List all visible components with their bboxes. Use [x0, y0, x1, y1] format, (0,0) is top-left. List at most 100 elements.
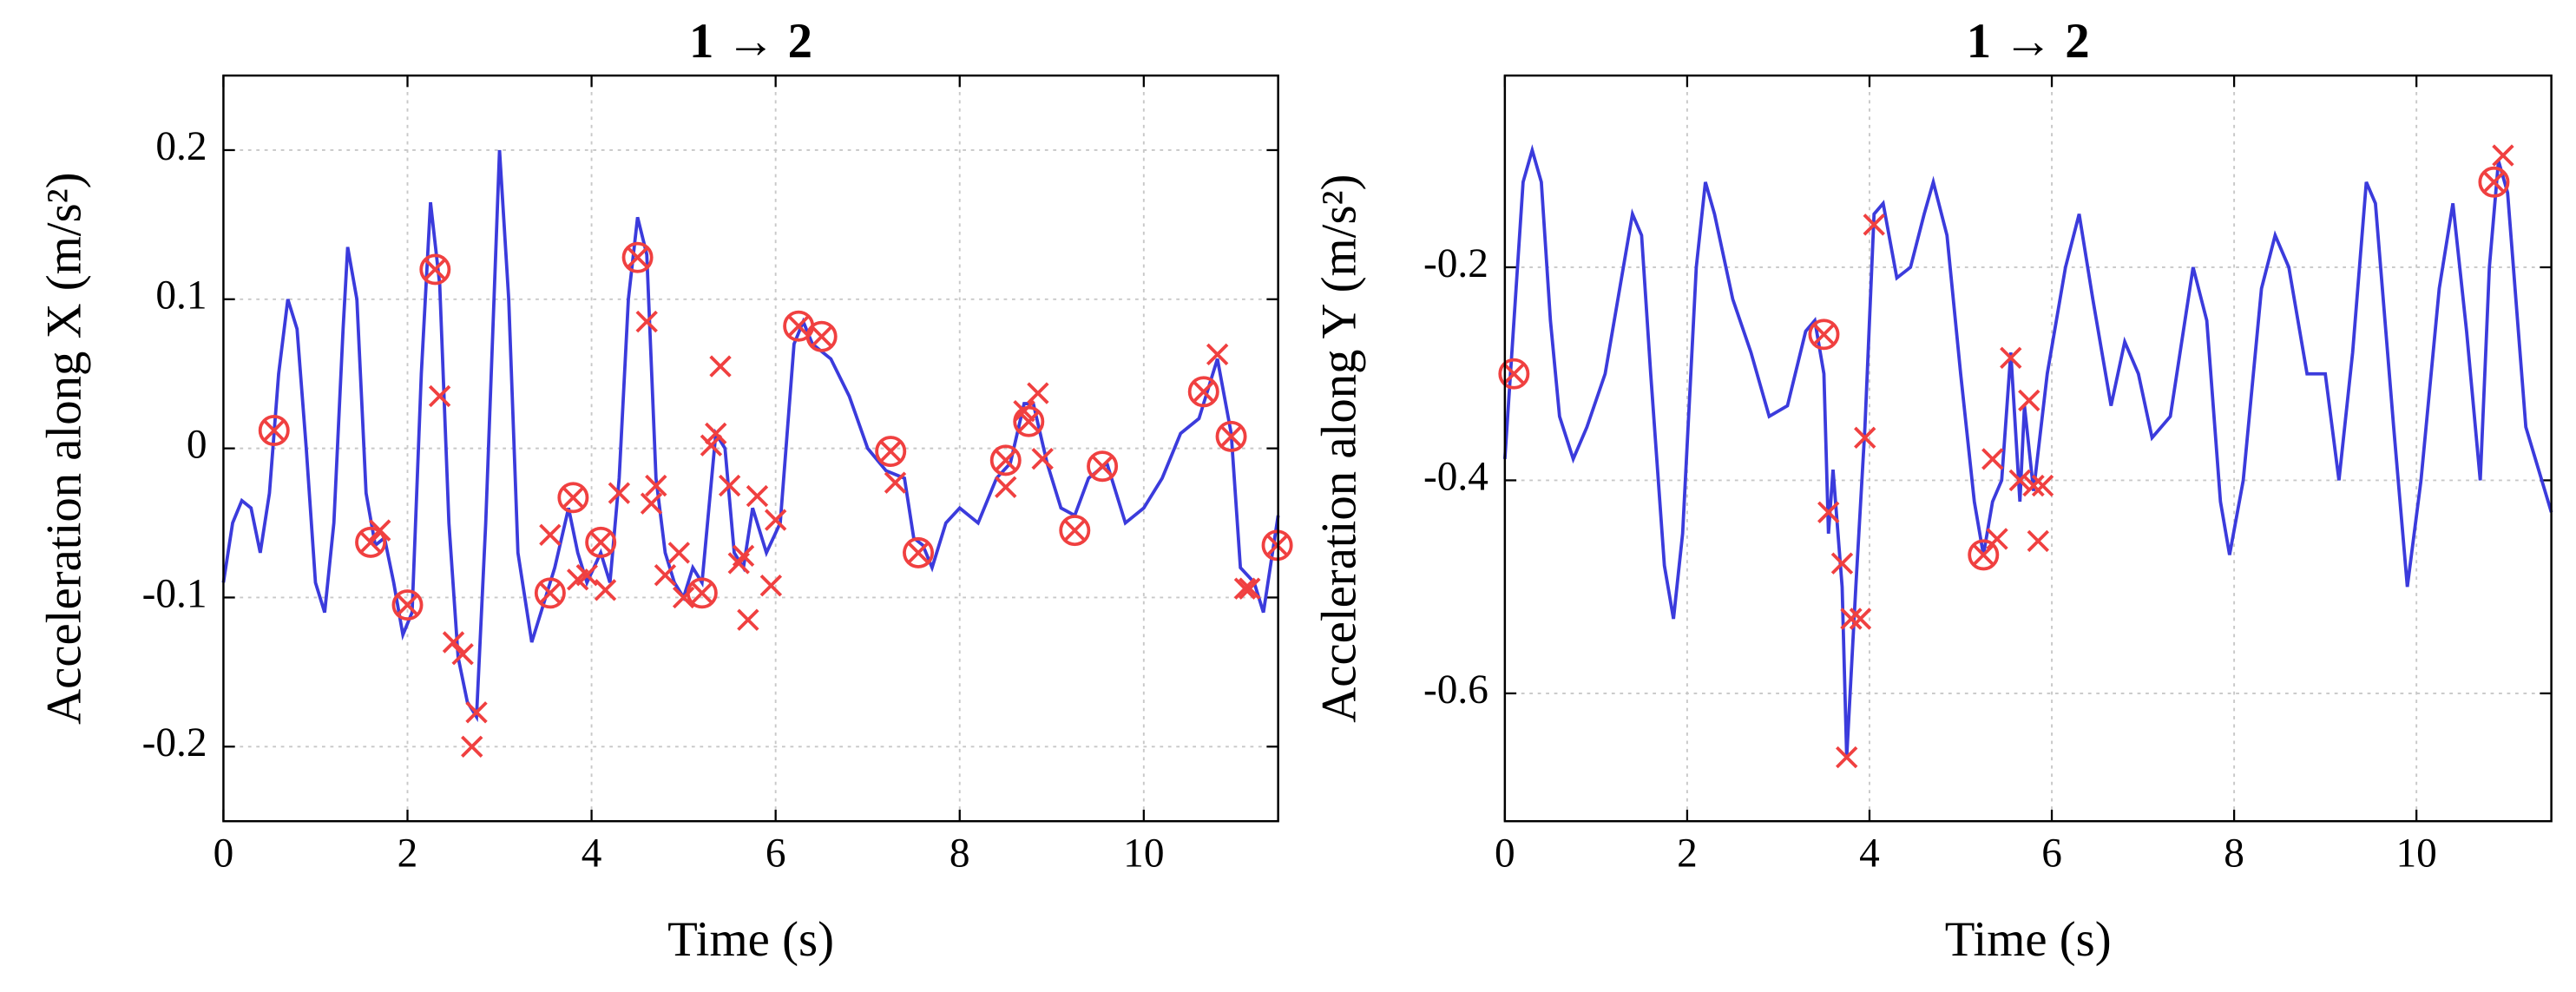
x-marker — [1849, 608, 1872, 630]
y-axis-label: Acceleration along Y (m/s²) — [1311, 174, 1366, 723]
marker-cross — [645, 474, 667, 497]
marker-cross — [397, 595, 418, 615]
marker-cross — [2008, 469, 2031, 492]
circle-x-marker — [805, 320, 838, 352]
x-tick-label: 10 — [2396, 831, 2437, 877]
marker-cross — [451, 643, 474, 666]
circle-x-marker — [419, 253, 451, 286]
marker-ring — [419, 253, 451, 286]
x-tick-label: 0 — [1495, 831, 1515, 877]
x-tick-label: 4 — [582, 831, 602, 877]
marker-ring — [391, 589, 424, 621]
x-marker — [764, 509, 787, 531]
marker-ring — [903, 536, 935, 568]
circle-x-marker — [875, 436, 907, 468]
marker-cross — [1064, 520, 1086, 541]
chart-title: 1 → 2 — [1967, 14, 2090, 69]
marker-ring — [1215, 420, 1247, 452]
y-tick-label: -0.4 — [1423, 454, 1488, 499]
marker-cross — [2027, 529, 2049, 553]
marker-cross — [672, 586, 695, 609]
marker-cross — [737, 608, 759, 631]
x-marker — [1239, 577, 1261, 600]
marker-cross — [428, 384, 451, 408]
circle-x-marker — [1059, 515, 1091, 547]
marker-cross — [1239, 577, 1261, 600]
x-marker — [1027, 382, 1049, 404]
data-line — [221, 149, 1280, 723]
y-axis-label: Acceleration along X (m/s²) — [37, 172, 92, 724]
marker-cross — [2031, 474, 2054, 497]
x-marker — [2008, 469, 2031, 492]
x-marker — [1817, 501, 1840, 523]
marker-ring — [585, 526, 617, 558]
plot-frame — [1503, 74, 2553, 823]
x-marker — [1031, 447, 1054, 470]
marker-ring — [2478, 166, 2510, 198]
x-axis-label: Time (s) — [1945, 912, 2112, 967]
x-marker — [759, 575, 783, 597]
marker-cross — [1986, 528, 2008, 550]
y-tick-label: -0.2 — [142, 720, 207, 765]
x-tick-label: 4 — [1859, 831, 1880, 877]
marker-cross — [461, 735, 483, 758]
circle-x-marker — [621, 241, 654, 273]
x-marker — [884, 471, 907, 494]
x-marker — [718, 474, 741, 497]
marker-cross — [627, 246, 648, 268]
marker-cross — [746, 484, 769, 508]
circle-x-marker — [258, 415, 290, 446]
marker-ring — [805, 320, 838, 352]
circle-x-marker — [534, 577, 566, 609]
circle-x-marker — [989, 444, 1022, 476]
x-marker — [2022, 474, 2045, 497]
x-marker — [594, 579, 617, 601]
x-tick-label: 2 — [398, 831, 418, 877]
marker-cross — [880, 441, 901, 462]
chart-title: 1 → 2 — [689, 14, 812, 69]
x-marker — [1854, 426, 1876, 450]
marker-cross — [1813, 324, 1835, 345]
marker-cross — [1863, 214, 1885, 236]
marker-cross — [759, 575, 783, 597]
x-marker — [1836, 746, 1858, 769]
x-marker — [1830, 552, 1854, 575]
x-marker — [645, 474, 667, 497]
x-marker — [654, 563, 677, 587]
marker-ring — [875, 436, 907, 468]
x-tick-label: 0 — [214, 831, 234, 877]
marker-cross — [608, 482, 631, 504]
x-marker — [575, 563, 598, 587]
marker-cross — [705, 422, 727, 445]
marker-cross — [1220, 426, 1242, 447]
marker-cross — [465, 701, 488, 724]
plot-frame — [222, 74, 1279, 823]
marker-cross — [2492, 144, 2514, 167]
marker-ring — [1968, 539, 2000, 571]
circle-x-marker — [2478, 166, 2510, 198]
circle-x-marker — [1187, 376, 1219, 408]
x-marker — [672, 586, 695, 609]
circle-x-marker — [1808, 319, 1840, 351]
x-marker — [709, 355, 732, 378]
marker-cross — [2018, 389, 2040, 412]
marker-cross — [908, 542, 929, 563]
marker-cross — [1027, 382, 1049, 404]
x-marker — [608, 482, 631, 504]
marker-cross — [562, 487, 584, 509]
marker-cross — [539, 523, 562, 546]
marker-ring — [989, 444, 1022, 476]
marker-cross — [1840, 608, 1863, 630]
marker-cross — [1981, 448, 2004, 470]
marker-cross — [2022, 474, 2045, 497]
marker-cross — [575, 563, 598, 587]
circle-x-marker — [355, 526, 387, 558]
marker-cross — [369, 519, 391, 542]
marker-ring — [355, 526, 387, 558]
circle-x-marker — [585, 526, 617, 558]
marker-cross — [996, 450, 1016, 471]
x-marker — [2027, 529, 2049, 553]
x-marker — [1206, 343, 1229, 366]
